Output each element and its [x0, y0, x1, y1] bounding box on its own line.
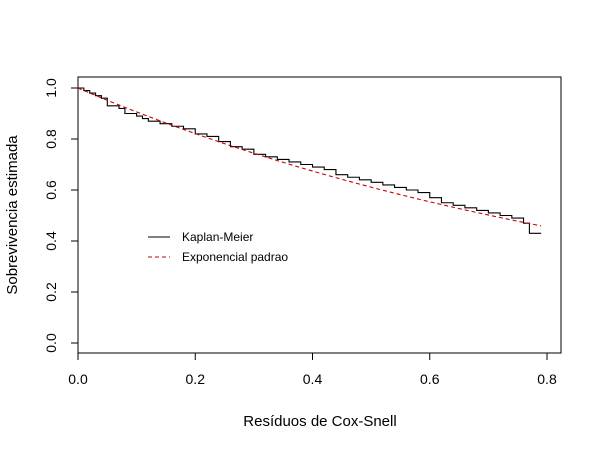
x-tick-label-0: 0.0 — [68, 371, 88, 387]
series-line-0 — [78, 87, 542, 234]
y-axis-label: Sobrevivencia estimada — [4, 135, 21, 295]
y-tick-label-2: 0.4 — [43, 231, 59, 251]
y-tick-label-5: 1.0 — [43, 78, 59, 98]
x-tick-label-4: 0.8 — [537, 371, 557, 387]
x-axis: 0.0 0.2 0.4 0.6 0.8 — [68, 352, 557, 387]
y-tick-label-0: 0.0 — [43, 333, 59, 353]
series-layer — [77, 87, 542, 234]
legend-label-exponencial: Exponencial padrao — [182, 250, 288, 264]
y-axis: 0.0 0.2 0.4 0.6 0.8 1.0 — [43, 78, 79, 353]
y-tick-label-4: 0.8 — [43, 129, 59, 149]
y-tick-label-3: 0.6 — [43, 180, 59, 200]
legend: Kaplan-Meier Exponencial padrao — [148, 230, 288, 264]
series-line-1 — [77, 87, 542, 227]
x-tick-label-2: 0.4 — [303, 371, 323, 387]
y-tick-label-1: 0.2 — [43, 282, 59, 302]
x-tick-label-3: 0.6 — [420, 371, 440, 387]
x-tick-label-1: 0.2 — [186, 371, 206, 387]
legend-label-kaplan-meier: Kaplan-Meier — [182, 230, 253, 244]
x-axis-label: Resíduos de Cox-Snell — [243, 413, 396, 430]
